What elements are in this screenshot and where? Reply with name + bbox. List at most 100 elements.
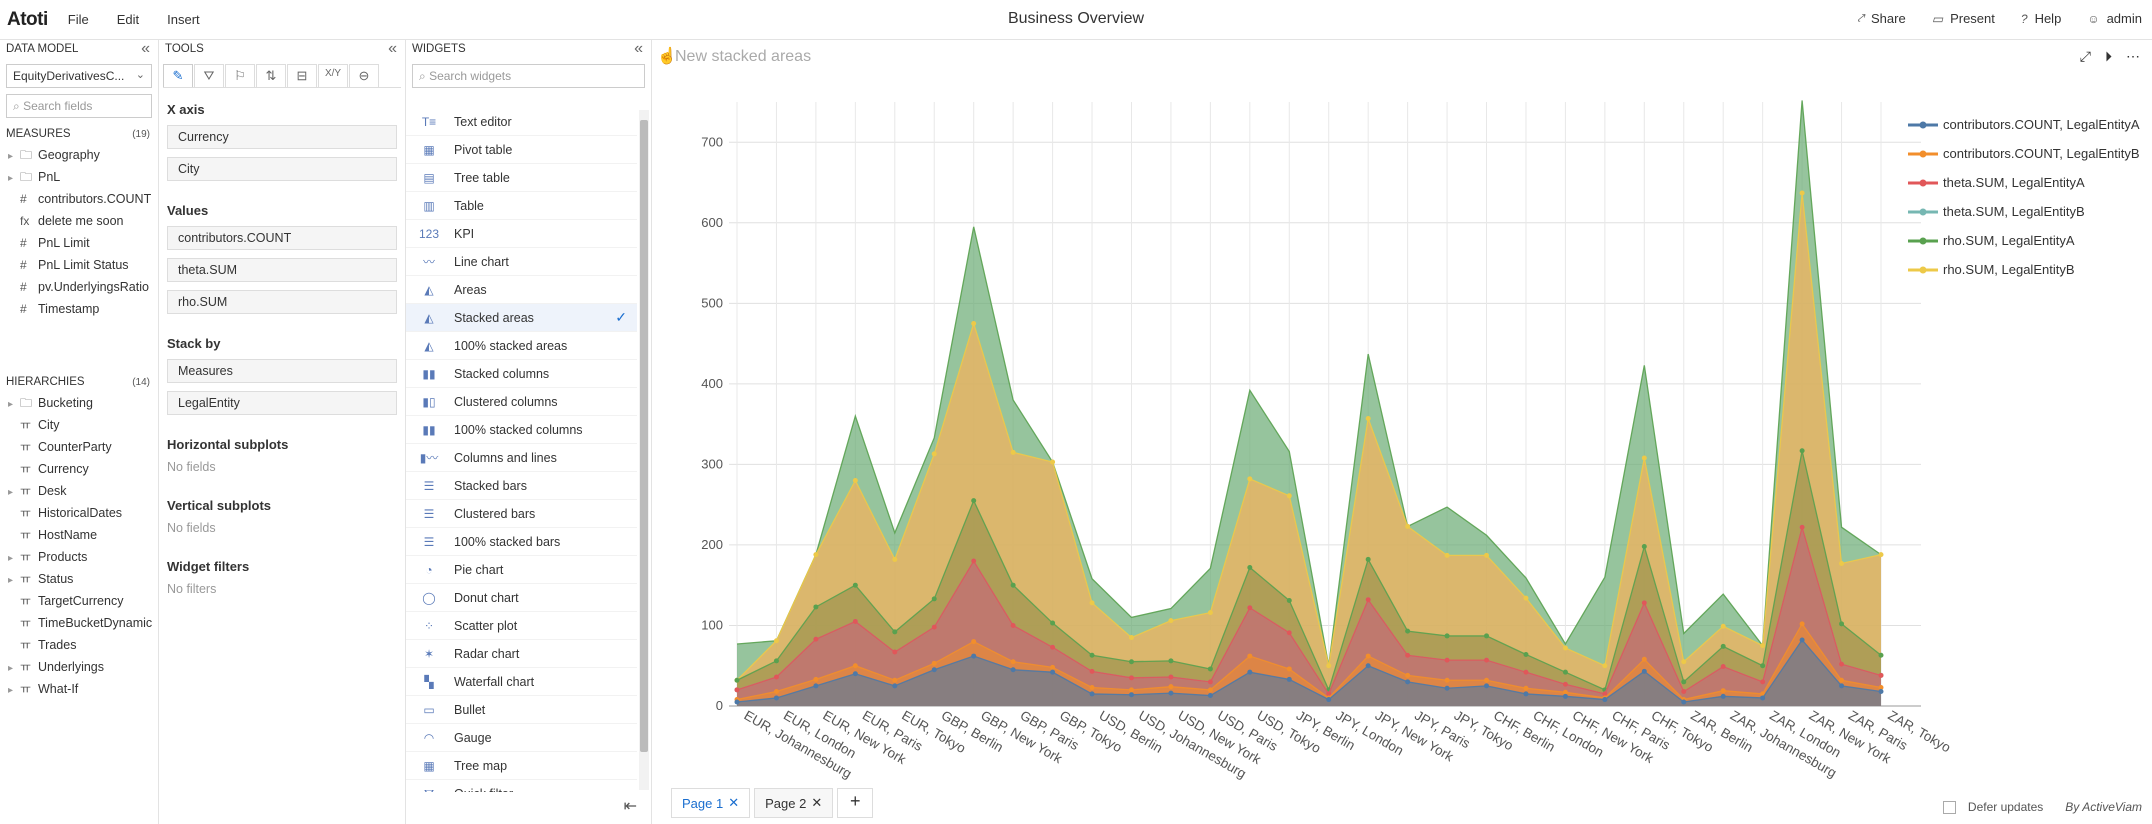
- widget-item-waterfall-chart[interactable]: ▚ Waterfall chart: [406, 668, 637, 696]
- collapse-icon[interactable]: «: [141, 40, 150, 57]
- widget-item-100-stacked-columns[interactable]: ▮▮ 100% stacked columns: [406, 416, 637, 444]
- widget-item-tree-table[interactable]: ▤ Tree table: [406, 164, 637, 192]
- hierarchy-products[interactable]: ▸ ㅠ Products: [0, 546, 158, 568]
- widget-item-pivot-table[interactable]: ▦ Pivot table: [406, 136, 637, 164]
- legend-item[interactable]: theta.SUM, LegalEntityB: [1908, 197, 2140, 226]
- tab-page-1[interactable]: Page 1 ✕: [671, 788, 751, 818]
- hierarchy-status[interactable]: ▸ ㅠ Status: [0, 568, 158, 590]
- collapse-icon[interactable]: «: [388, 40, 397, 57]
- menu-edit[interactable]: Edit: [116, 12, 140, 27]
- search-fields-input[interactable]: ⌕ Search fields: [6, 94, 152, 118]
- hierarchy-hostname[interactable]: ㅠ HostName: [0, 524, 158, 546]
- widget-item-stacked-columns[interactable]: ▮▮ Stacked columns: [406, 360, 637, 388]
- widget-item-quick-filter[interactable]: ⛛ Quick filter: [406, 780, 637, 793]
- widget-item-tree-map[interactable]: ▦ Tree map: [406, 752, 637, 780]
- search-widgets-input[interactable]: ⌕ Search widgets: [412, 64, 645, 88]
- measure-pnl-limit-status[interactable]: # PnL Limit Status: [0, 254, 158, 276]
- hierarchy-currency[interactable]: ㅠ Currency: [0, 458, 158, 480]
- widget-item-areas[interactable]: ◭ Areas: [406, 276, 637, 304]
- stack-field-legalentity[interactable]: LegalEntity: [167, 391, 397, 415]
- values-field-rho[interactable]: rho.SUM: [167, 290, 397, 314]
- measure-delete-me-soon[interactable]: fx delete me soon: [0, 210, 158, 232]
- widget-item-radar-chart[interactable]: ✶ Radar chart: [406, 640, 637, 668]
- legend-item[interactable]: rho.SUM, LegalEntityA: [1908, 226, 2140, 255]
- widget-item-bullet[interactable]: ▭ Bullet: [406, 696, 637, 724]
- hierarchy-underlyings[interactable]: ▸ ㅠ Underlyings: [0, 656, 158, 678]
- legend-item[interactable]: theta.SUM, LegalEntityA: [1908, 168, 2140, 197]
- legend-item[interactable]: contributors.COUNT, LegalEntityB: [1908, 139, 2140, 168]
- hierarchy-bucketing[interactable]: ▸ 🗀 Bucketing: [0, 392, 158, 414]
- close-icon[interactable]: ✕: [728, 795, 740, 810]
- chevron-right-icon[interactable]: ▸: [8, 151, 14, 162]
- widget-item-kpi[interactable]: 123 KPI: [406, 220, 637, 248]
- xaxis-field-currency[interactable]: Currency: [167, 125, 397, 149]
- widget-item-clustered-columns[interactable]: ▮▯ Clustered columns: [406, 388, 637, 416]
- xy-icon[interactable]: X/Y: [318, 64, 348, 87]
- stack-field-measures[interactable]: Measures: [167, 359, 397, 383]
- widget-item-donut-chart[interactable]: ◯ Donut chart: [406, 584, 637, 612]
- add-page-button[interactable]: +: [837, 788, 874, 818]
- filter-icon[interactable]: ⛛: [194, 64, 224, 87]
- chevron-right-icon[interactable]: ▸: [8, 575, 14, 586]
- cube-select[interactable]: EquityDerivativesC... ⌄: [6, 64, 152, 88]
- widget-item-line-chart[interactable]: 〰 Line chart: [406, 248, 637, 276]
- present-button[interactable]: ▭ Present: [1932, 11, 1995, 26]
- chevron-right-icon[interactable]: ▸: [8, 685, 14, 696]
- widget-item-100-stacked-bars[interactable]: ☰ 100% stacked bars: [406, 528, 637, 556]
- widget-item-pie-chart[interactable]: ◔ Pie chart: [406, 556, 637, 584]
- measure-timestamp[interactable]: # Timestamp: [0, 298, 158, 320]
- measure-pv-underlyingsratio[interactable]: # pv.UnderlyingsRatio: [0, 276, 158, 298]
- chevron-right-icon[interactable]: ▸: [8, 553, 14, 564]
- hierarchy-desk[interactable]: ▸ ㅠ Desk: [0, 480, 158, 502]
- widget-item-100-stacked-areas[interactable]: ◭ 100% stacked areas: [406, 332, 637, 360]
- widget-list-scrollbar[interactable]: [639, 110, 649, 790]
- widget-item-columns-and-lines[interactable]: ▮〰 Columns and lines: [406, 444, 637, 472]
- chevron-right-icon[interactable]: ▸: [8, 487, 14, 498]
- fullscreen-icon[interactable]: ⤢: [2079, 48, 2091, 64]
- widget-item-text-editor[interactable]: T≡ Text editor: [406, 108, 637, 136]
- collapse-icon[interactable]: «: [634, 40, 643, 57]
- widget-item-table[interactable]: ▥ Table: [406, 192, 637, 220]
- chevron-right-icon[interactable]: ▸: [8, 663, 14, 674]
- measure-pnl[interactable]: ▸ 🗀 PnL: [0, 166, 158, 188]
- format-icon[interactable]: ⚐: [225, 64, 255, 87]
- legend-item[interactable]: contributors.COUNT, LegalEntityA: [1908, 110, 2140, 139]
- hierarchy-what-if[interactable]: ▸ ㅠ What-If: [0, 678, 158, 700]
- chevron-right-icon[interactable]: ▸: [8, 173, 14, 184]
- widget-title[interactable]: New stacked areas: [675, 48, 812, 65]
- hierarchy-timebucketdynamic[interactable]: ㅠ TimeBucketDynamic: [0, 612, 158, 634]
- hierarchy-counterparty[interactable]: ㅠ CounterParty: [0, 436, 158, 458]
- measure-pnl-limit[interactable]: # PnL Limit: [0, 232, 158, 254]
- legend-item[interactable]: rho.SUM, LegalEntityB: [1908, 255, 2140, 284]
- widget-item-stacked-areas[interactable]: ◭ Stacked areas ✓: [406, 304, 637, 332]
- values-field-contributors[interactable]: contributors.COUNT: [167, 226, 397, 250]
- hierarchy-targetcurrency[interactable]: ㅠ TargetCurrency: [0, 590, 158, 612]
- help-button[interactable]: ? Help: [2021, 11, 2061, 26]
- xaxis-field-city[interactable]: City: [167, 157, 397, 181]
- widget-item-gauge[interactable]: ◠ Gauge: [406, 724, 637, 752]
- values-field-theta[interactable]: theta.SUM: [167, 258, 397, 282]
- measure-geography[interactable]: ▸ 🗀 Geography: [0, 144, 158, 166]
- table-icon[interactable]: ⊟: [287, 64, 317, 87]
- measure-contributors-count[interactable]: # contributors.COUNT: [0, 188, 158, 210]
- pencil-icon[interactable]: ✎: [163, 64, 193, 87]
- hierarchy-city[interactable]: ㅠ City: [0, 414, 158, 436]
- widget-item-scatter-plot[interactable]: ⁘ Scatter plot: [406, 612, 637, 640]
- widget-item-stacked-bars[interactable]: ☰ Stacked bars: [406, 472, 637, 500]
- hierarchy-historicaldates[interactable]: ㅠ HistoricalDates: [0, 502, 158, 524]
- share-button[interactable]: ⤤ Share: [1857, 11, 1905, 26]
- more-icon[interactable]: ⋯: [2126, 48, 2140, 64]
- menu-insert[interactable]: Insert: [167, 12, 200, 27]
- scrollbar-thumb[interactable]: [640, 120, 648, 752]
- widget-item-clustered-bars[interactable]: ☰ Clustered bars: [406, 500, 637, 528]
- tab-page-2[interactable]: Page 2 ✕: [754, 788, 834, 818]
- hierarchy-trades[interactable]: ㅠ Trades: [0, 634, 158, 656]
- menu-file[interactable]: File: [67, 12, 89, 27]
- collapse-panel-icon[interactable]: ⇤: [623, 798, 637, 815]
- chevron-right-icon[interactable]: ▸: [8, 399, 14, 410]
- sort-icon[interactable]: ⇅: [256, 64, 286, 87]
- play-icon[interactable]: ⏵: [2105, 48, 2112, 64]
- calc-icon[interactable]: ⊖: [349, 64, 379, 87]
- close-icon[interactable]: ✕: [811, 795, 823, 810]
- user-menu[interactable]: ☺ admin: [2087, 11, 2142, 26]
